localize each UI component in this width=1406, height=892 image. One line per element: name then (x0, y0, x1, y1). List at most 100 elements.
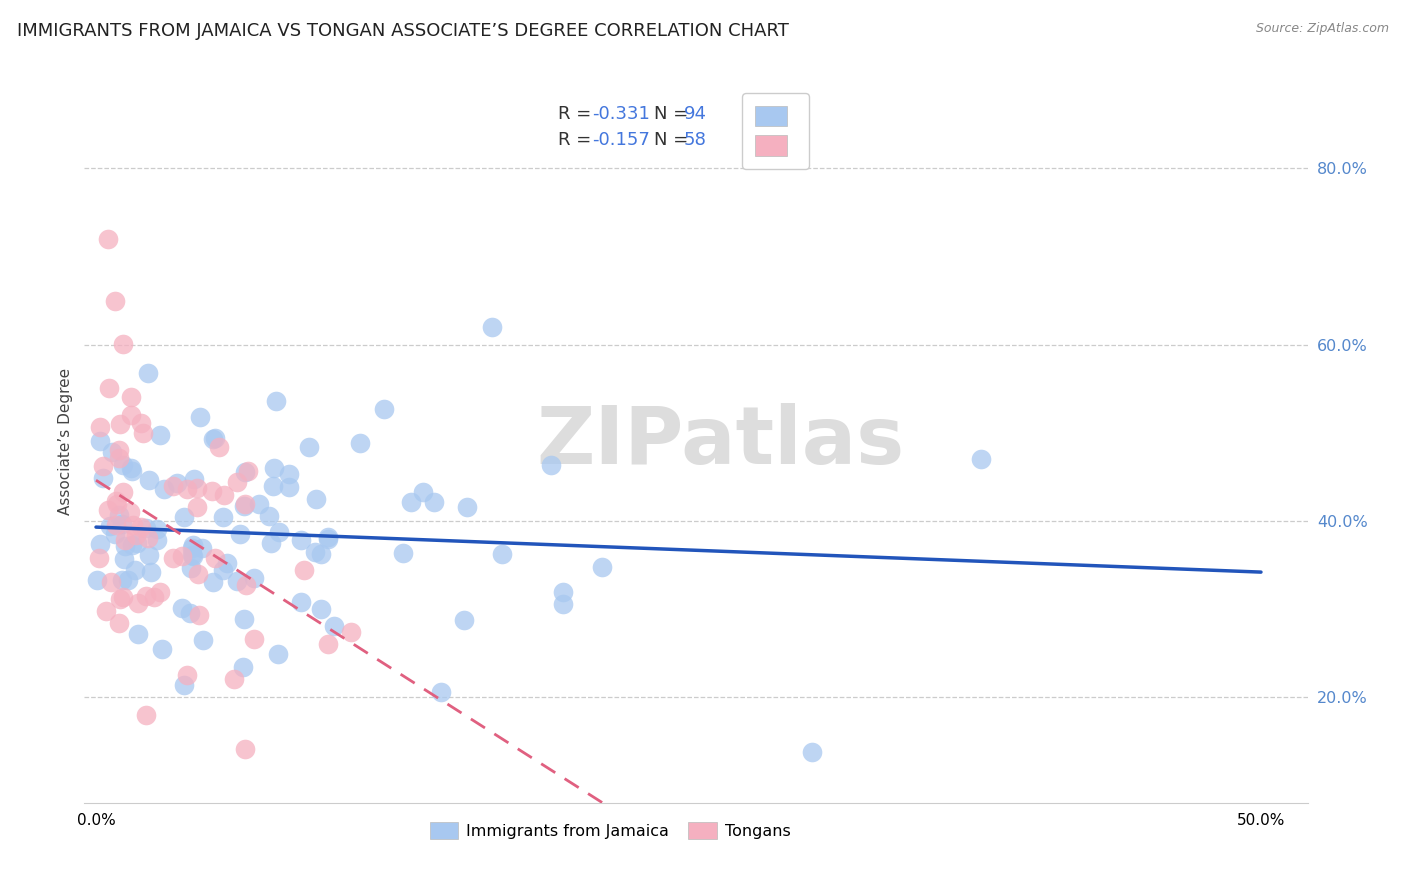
Point (217, 556, 239, 570)
Point (162, 551, 184, 566)
Point (129, 416, 152, 430)
Point (222, 672, 245, 686)
Point (263, 461, 285, 475)
Point (591, 560, 613, 574)
Point (111, 573, 134, 587)
Point (257, 509, 280, 524)
Point (429, 684, 451, 698)
Point (121, 538, 143, 552)
Point (145, 533, 167, 547)
Text: -0.331: -0.331 (592, 105, 650, 123)
Point (181, 538, 204, 552)
Point (318, 530, 340, 544)
Point (187, 607, 209, 622)
Point (114, 533, 136, 547)
Point (412, 485, 434, 500)
Point (290, 595, 312, 609)
Point (491, 547, 513, 561)
Point (91, 458, 114, 473)
Point (108, 592, 131, 607)
Text: 58: 58 (683, 131, 707, 149)
Point (112, 337, 135, 351)
Point (204, 551, 226, 566)
Point (138, 548, 160, 562)
Point (236, 464, 259, 478)
Point (104, 293, 127, 308)
Point (150, 641, 173, 656)
Point (108, 450, 131, 465)
Point (232, 660, 254, 674)
Point (551, 585, 574, 599)
Point (187, 567, 209, 582)
Point (100, 574, 122, 589)
Point (260, 536, 283, 550)
Text: -0.157: -0.157 (592, 131, 650, 149)
Point (162, 479, 184, 493)
Point (233, 499, 256, 513)
Point (89, 551, 111, 566)
Point (110, 417, 132, 431)
Point (225, 574, 247, 589)
Point (202, 575, 225, 590)
Point (481, 320, 503, 334)
Point (233, 741, 256, 756)
Point (292, 563, 315, 577)
Y-axis label: Associate’s Degree: Associate’s Degree (58, 368, 73, 515)
Point (170, 600, 193, 615)
Point (323, 618, 346, 632)
Point (229, 526, 252, 541)
Point (191, 632, 214, 647)
Point (98, 518, 121, 533)
Point (107, 508, 129, 522)
Point (152, 483, 174, 497)
Point (278, 480, 301, 494)
Point (208, 440, 231, 454)
Point (111, 516, 134, 531)
Point (136, 531, 159, 545)
Point (212, 488, 235, 502)
Point (391, 546, 413, 560)
Point (97, 232, 120, 246)
Point (108, 615, 131, 630)
Point (190, 409, 212, 424)
Point (264, 394, 287, 409)
Point (114, 539, 136, 553)
Point (423, 495, 446, 509)
Point (456, 500, 478, 515)
Point (120, 408, 142, 422)
Point (800, 746, 823, 760)
Point (540, 458, 562, 472)
Point (108, 443, 131, 458)
Point (135, 521, 157, 535)
Point (211, 563, 233, 577)
Point (124, 563, 146, 577)
Point (89, 537, 111, 551)
Point (243, 632, 266, 647)
Point (243, 571, 266, 585)
Point (176, 668, 198, 682)
Point (112, 458, 135, 472)
Text: Source: ZipAtlas.com: Source: ZipAtlas.com (1256, 22, 1389, 36)
Legend: Immigrants from Jamaica, Tongans: Immigrants from Jamaica, Tongans (423, 816, 797, 846)
Point (89, 420, 111, 434)
Point (277, 467, 299, 481)
Point (181, 549, 204, 563)
Point (121, 464, 143, 478)
Point (135, 589, 157, 603)
Point (186, 500, 208, 514)
Point (202, 432, 225, 446)
Point (149, 428, 172, 442)
Point (135, 708, 157, 723)
Point (112, 591, 135, 605)
Point (166, 475, 188, 490)
Point (186, 481, 208, 495)
Point (138, 366, 160, 380)
Text: N =: N = (654, 131, 695, 149)
Point (172, 549, 194, 564)
Point (125, 527, 148, 541)
Text: IMMIGRANTS FROM JAMAICA VS TONGAN ASSOCIATE’S DEGREE CORRELATION CHART: IMMIGRANTS FROM JAMAICA VS TONGAN ASSOCI… (17, 22, 789, 40)
Point (96, 604, 118, 618)
Point (305, 492, 328, 507)
Point (125, 536, 148, 550)
Point (131, 425, 153, 440)
